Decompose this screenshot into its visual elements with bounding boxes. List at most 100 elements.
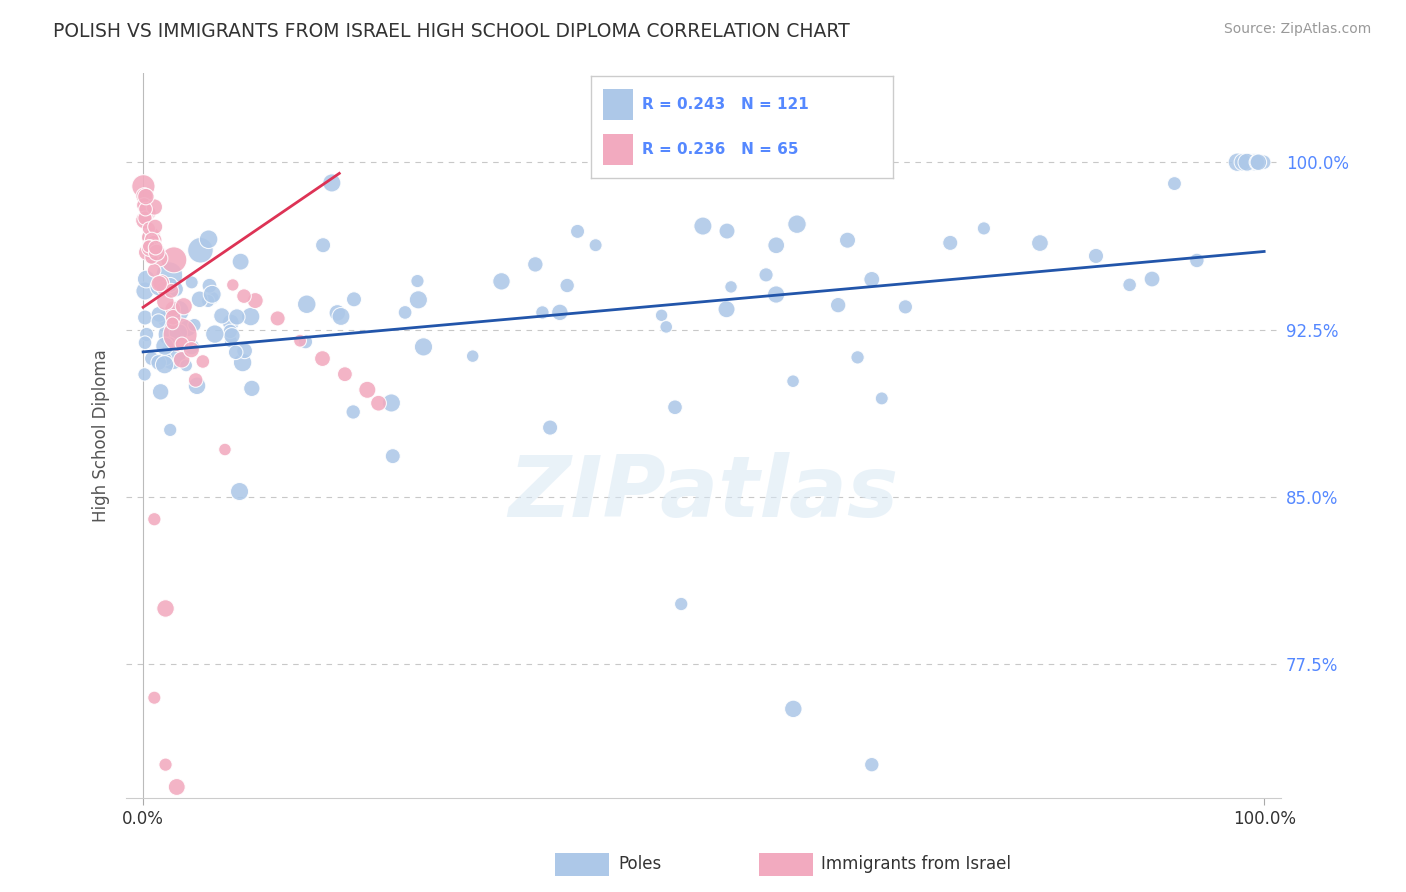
Point bbox=[180, 343, 202, 357]
Point bbox=[219, 316, 242, 330]
Point bbox=[183, 318, 205, 332]
Point bbox=[1226, 155, 1249, 169]
Point bbox=[860, 757, 883, 772]
Bar bbox=[603, 89, 633, 120]
Point bbox=[138, 238, 160, 252]
Point bbox=[165, 282, 187, 296]
Point bbox=[197, 293, 219, 308]
Point bbox=[155, 352, 177, 367]
Point bbox=[143, 239, 166, 253]
Point bbox=[288, 334, 311, 348]
Point bbox=[342, 405, 364, 419]
Point bbox=[1118, 277, 1140, 292]
Point bbox=[163, 252, 186, 267]
Point bbox=[141, 351, 163, 366]
Point bbox=[132, 179, 155, 194]
Point bbox=[143, 219, 166, 234]
Point bbox=[149, 384, 172, 399]
Point bbox=[134, 213, 156, 227]
Point bbox=[159, 423, 181, 437]
Point bbox=[219, 334, 242, 349]
Text: ZIPatlas: ZIPatlas bbox=[509, 452, 898, 535]
Point bbox=[135, 272, 157, 286]
Point bbox=[894, 300, 917, 314]
Point bbox=[143, 200, 166, 214]
Point bbox=[671, 597, 693, 611]
Point bbox=[245, 293, 267, 308]
Point bbox=[755, 268, 778, 282]
Point bbox=[143, 263, 166, 277]
Point bbox=[135, 245, 157, 260]
Point bbox=[973, 221, 995, 235]
Point bbox=[139, 250, 162, 264]
Point bbox=[162, 317, 184, 331]
Point bbox=[167, 326, 190, 340]
Point bbox=[233, 343, 256, 358]
Point bbox=[141, 249, 163, 263]
Point bbox=[651, 308, 673, 322]
Point bbox=[330, 310, 353, 324]
Point bbox=[155, 836, 177, 850]
Point bbox=[765, 238, 787, 252]
Point bbox=[170, 352, 193, 367]
Point bbox=[143, 233, 166, 247]
Point bbox=[333, 368, 356, 382]
Point bbox=[197, 232, 219, 246]
Point bbox=[524, 257, 547, 271]
Point bbox=[1246, 155, 1268, 169]
Point bbox=[406, 274, 429, 288]
Point bbox=[229, 254, 252, 268]
Bar bbox=[603, 135, 633, 165]
Point bbox=[531, 305, 554, 319]
Point bbox=[138, 230, 160, 244]
Point bbox=[225, 345, 247, 359]
Point bbox=[567, 224, 589, 238]
Point bbox=[219, 325, 242, 339]
Point bbox=[159, 336, 181, 351]
Point bbox=[134, 310, 156, 325]
Point bbox=[295, 297, 318, 311]
Point bbox=[716, 224, 738, 238]
Point bbox=[786, 217, 808, 231]
Point bbox=[157, 268, 180, 283]
Point bbox=[139, 241, 162, 255]
Point bbox=[134, 335, 156, 350]
Point bbox=[190, 244, 212, 258]
Point bbox=[408, 293, 430, 307]
Point bbox=[225, 310, 247, 324]
Point bbox=[860, 272, 883, 286]
Point bbox=[160, 284, 183, 298]
Point bbox=[138, 221, 160, 235]
Point bbox=[555, 278, 578, 293]
Point bbox=[153, 339, 176, 353]
Point bbox=[232, 355, 254, 369]
Point bbox=[782, 702, 804, 716]
Point bbox=[173, 299, 195, 313]
Point bbox=[150, 276, 173, 290]
Point bbox=[141, 251, 163, 265]
Point bbox=[221, 328, 243, 343]
Point bbox=[152, 281, 174, 295]
Point bbox=[148, 246, 170, 260]
Point bbox=[134, 189, 156, 203]
Point bbox=[692, 219, 714, 233]
Point bbox=[222, 277, 245, 292]
Point bbox=[461, 349, 484, 363]
Point bbox=[266, 311, 288, 326]
Point bbox=[180, 340, 202, 354]
Point bbox=[155, 757, 177, 772]
Point bbox=[138, 239, 160, 253]
Point bbox=[343, 293, 366, 307]
Point bbox=[1232, 155, 1254, 169]
Point bbox=[142, 235, 165, 249]
Point bbox=[135, 327, 157, 342]
Point bbox=[170, 337, 193, 351]
Point bbox=[134, 284, 156, 298]
Point bbox=[148, 280, 170, 294]
Text: R = 0.243   N = 121: R = 0.243 N = 121 bbox=[643, 97, 808, 112]
Point bbox=[394, 305, 416, 319]
Point bbox=[132, 200, 155, 214]
Point bbox=[846, 351, 869, 365]
Point bbox=[134, 211, 156, 225]
Point bbox=[148, 277, 170, 291]
